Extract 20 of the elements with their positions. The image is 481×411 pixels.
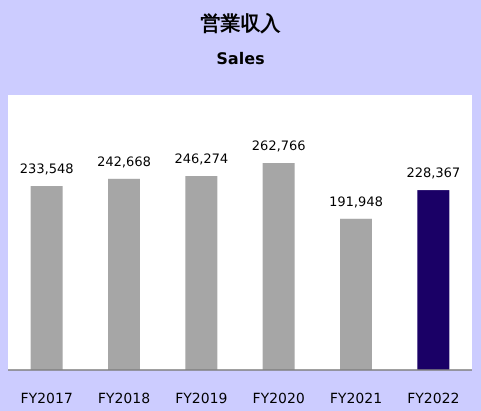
x-tick-label: FY2021 <box>330 391 382 407</box>
data-label: 242,668 <box>97 154 151 170</box>
data-label: 228,367 <box>406 166 460 182</box>
data-label: 191,948 <box>329 194 383 210</box>
x-tick-label: FY2019 <box>175 391 228 407</box>
bar <box>108 178 140 370</box>
x-tick-label: FY2018 <box>98 391 150 407</box>
data-label: 233,548 <box>20 162 74 178</box>
x-tick-label: FY2020 <box>252 391 305 407</box>
chart-subtitle: Sales <box>216 49 265 68</box>
bar <box>417 190 450 370</box>
bar <box>340 218 372 370</box>
x-tick-label: FY2017 <box>20 391 73 407</box>
bar <box>30 186 63 370</box>
data-label: 246,274 <box>174 152 228 167</box>
bar <box>185 176 218 370</box>
x-tick-label: FY2022 <box>407 391 460 407</box>
chart-title: 営業収入 <box>200 11 282 35</box>
data-label: 262,766 <box>252 139 306 154</box>
bar <box>262 163 295 370</box>
